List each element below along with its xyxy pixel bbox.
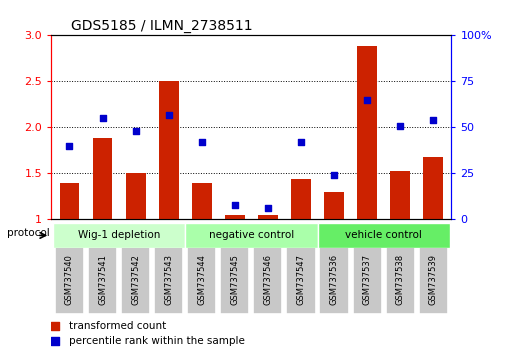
Bar <box>225 215 245 219</box>
Text: GSM737542: GSM737542 <box>131 254 140 305</box>
Point <box>51 323 60 329</box>
Text: GDS5185 / ILMN_2738511: GDS5185 / ILMN_2738511 <box>71 19 253 33</box>
Text: GSM737545: GSM737545 <box>230 254 240 305</box>
Bar <box>386 246 415 314</box>
Bar <box>324 192 344 219</box>
Point <box>65 143 73 149</box>
Point <box>363 97 371 103</box>
Point <box>330 172 338 178</box>
Text: GSM737546: GSM737546 <box>263 254 272 305</box>
Point <box>131 128 140 134</box>
Point <box>165 112 173 118</box>
Bar <box>185 223 318 248</box>
Bar <box>121 246 150 314</box>
Bar <box>357 46 377 219</box>
Bar <box>154 246 183 314</box>
Text: percentile rank within the sample: percentile rank within the sample <box>69 336 245 346</box>
Bar <box>419 246 448 314</box>
Point <box>98 115 107 121</box>
Point <box>297 139 305 145</box>
Bar <box>88 246 117 314</box>
Text: GSM737538: GSM737538 <box>396 254 405 305</box>
Text: GSM737543: GSM737543 <box>164 254 173 305</box>
Bar <box>390 171 410 219</box>
Bar <box>55 246 84 314</box>
Bar <box>60 183 80 219</box>
Text: transformed count: transformed count <box>69 321 167 331</box>
Bar <box>93 138 112 219</box>
Text: GSM737536: GSM737536 <box>329 254 339 305</box>
Text: Wig-1 depletion: Wig-1 depletion <box>78 230 160 240</box>
Point <box>429 117 438 123</box>
Point <box>264 206 272 211</box>
Bar <box>423 157 443 219</box>
Bar <box>159 81 179 219</box>
Bar <box>192 183 212 219</box>
Bar <box>187 246 216 314</box>
Text: vehicle control: vehicle control <box>345 230 422 240</box>
Point <box>396 123 404 129</box>
Bar <box>352 246 382 314</box>
Text: negative control: negative control <box>209 230 294 240</box>
Point <box>51 338 60 344</box>
Bar <box>253 246 283 314</box>
Text: GSM737540: GSM737540 <box>65 254 74 305</box>
Point <box>231 202 239 207</box>
Text: protocol: protocol <box>7 228 50 238</box>
Text: GSM737547: GSM737547 <box>297 254 305 305</box>
Bar <box>53 223 185 248</box>
Bar <box>291 179 311 219</box>
Bar <box>126 173 146 219</box>
Bar <box>220 246 249 314</box>
Point <box>198 139 206 145</box>
Text: GSM737539: GSM737539 <box>429 254 438 305</box>
Bar <box>320 246 349 314</box>
Bar <box>286 246 315 314</box>
Bar <box>258 215 278 219</box>
Text: GSM737544: GSM737544 <box>198 254 206 305</box>
Text: GSM737541: GSM737541 <box>98 254 107 305</box>
Text: GSM737537: GSM737537 <box>363 254 371 305</box>
Bar <box>318 223 450 248</box>
